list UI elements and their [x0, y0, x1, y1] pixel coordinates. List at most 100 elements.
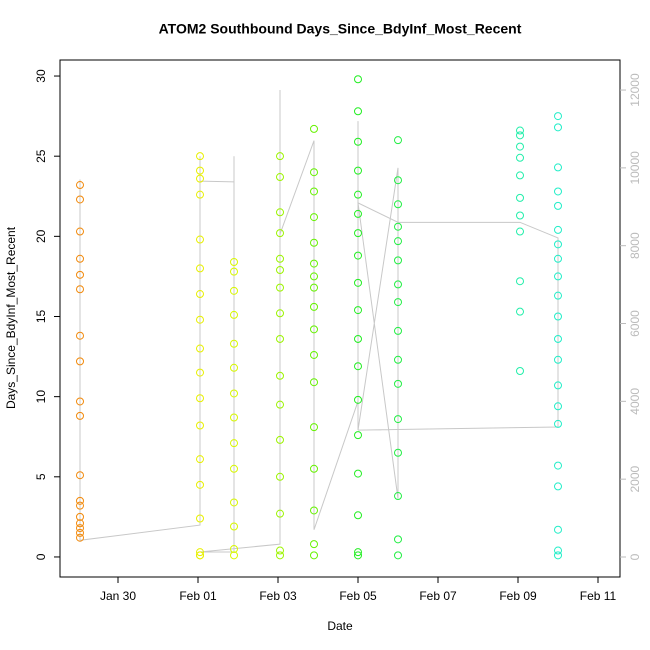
y-axis-label: Days_Since_BdyInf_Most_Recent [4, 226, 18, 409]
point [516, 211, 524, 220]
point [276, 400, 284, 409]
point [354, 334, 362, 343]
point [394, 298, 402, 307]
y2-tick-label: 10000 [628, 151, 642, 185]
y-tick-label: 5 [34, 473, 48, 480]
point [394, 280, 402, 289]
point [196, 264, 204, 273]
point [276, 371, 284, 380]
point [394, 326, 402, 335]
y-tick-label: 10 [34, 390, 48, 404]
point [276, 309, 284, 318]
point [230, 439, 238, 448]
point [394, 551, 402, 560]
point [554, 225, 562, 234]
point [76, 270, 84, 279]
point [554, 334, 562, 343]
y2-tick-label: 2000 [628, 466, 642, 493]
point [354, 469, 362, 478]
y2-tick-label: 12000 [628, 73, 642, 107]
point [230, 522, 238, 531]
point [230, 286, 238, 295]
point [196, 290, 204, 299]
y-tick-label: 25 [34, 149, 48, 163]
point [196, 315, 204, 324]
point [76, 357, 84, 366]
point [554, 551, 562, 560]
point [310, 325, 318, 334]
point [354, 209, 362, 218]
x-tick-label: Jan 30 [100, 589, 136, 603]
point [76, 471, 84, 480]
y2-tick-label: 4000 [628, 388, 642, 415]
point [76, 512, 84, 521]
point [354, 511, 362, 520]
point [516, 277, 524, 286]
point [516, 193, 524, 202]
point [76, 528, 84, 537]
point [276, 546, 284, 555]
point [354, 251, 362, 260]
point [354, 362, 362, 371]
x-tick-label: Feb 03 [259, 589, 297, 603]
point [310, 423, 318, 432]
point [310, 259, 318, 268]
point [276, 229, 284, 238]
point [276, 152, 284, 161]
point [554, 112, 562, 121]
point [310, 213, 318, 222]
x-tick-label: Feb 07 [419, 589, 457, 603]
point [230, 413, 238, 422]
point [230, 389, 238, 398]
point [196, 166, 204, 175]
point [76, 501, 84, 510]
point [516, 171, 524, 180]
point [516, 126, 524, 135]
point [230, 464, 238, 473]
point [354, 166, 362, 175]
point [554, 201, 562, 210]
point [76, 411, 84, 420]
point [76, 254, 84, 263]
point [394, 448, 402, 457]
point [554, 461, 562, 470]
point [230, 310, 238, 319]
point [516, 227, 524, 236]
point [554, 163, 562, 172]
point [276, 173, 284, 182]
x-tick-label: Feb 09 [499, 589, 537, 603]
point [554, 381, 562, 390]
point [196, 344, 204, 353]
point [276, 283, 284, 292]
point [354, 548, 362, 557]
point [394, 379, 402, 388]
point [76, 533, 84, 542]
point [354, 190, 362, 199]
chart-title: ATOM2 Southbound Days_Since_BdyInf_Most_… [159, 21, 522, 37]
y2-tick-label: 6000 [628, 310, 642, 337]
point [196, 551, 204, 560]
x-tick-label: Feb 01 [179, 589, 217, 603]
point [196, 174, 204, 183]
point [554, 254, 562, 263]
point [394, 176, 402, 185]
point [230, 498, 238, 507]
point [354, 75, 362, 84]
point [354, 431, 362, 440]
point [554, 240, 562, 249]
y2-tick-label: 0 [628, 553, 642, 560]
point [276, 509, 284, 518]
point [310, 350, 318, 359]
point [196, 368, 204, 377]
point [516, 307, 524, 316]
point [76, 195, 84, 204]
point [554, 482, 562, 491]
point [276, 472, 284, 481]
point [310, 238, 318, 247]
point [394, 237, 402, 246]
point [310, 272, 318, 281]
point [554, 272, 562, 281]
point [354, 306, 362, 315]
y-tick-label: 20 [34, 229, 48, 243]
